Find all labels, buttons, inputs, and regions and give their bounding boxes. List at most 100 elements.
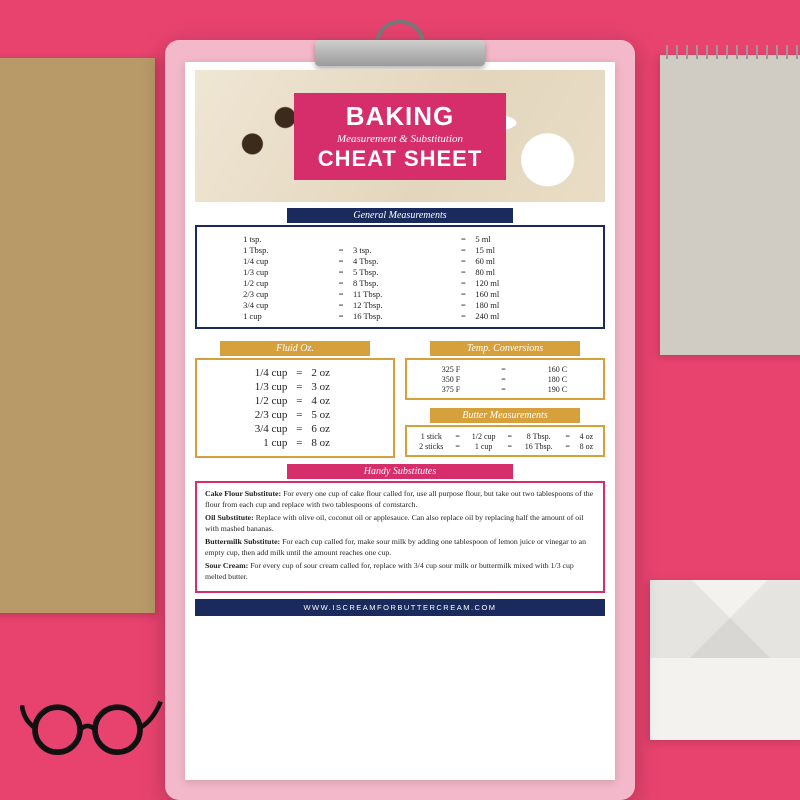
cell [350,233,454,244]
cell: 375 F [413,384,489,394]
cell: 1/2 cup [240,277,332,288]
cell: = [452,441,464,451]
section-label-temp: Temp. Conversions [430,341,580,356]
cell: = [489,364,518,374]
cell: = [291,408,307,422]
general-table: 1 tsp.=5 ml1 Tbsp.=3 tsp.=15 ml1/4 cup=4… [240,233,560,321]
clipboard: BAKING Measurement & Substitution CHEAT … [165,40,635,800]
cell: 1 cup [464,441,504,451]
clipboard-clip [315,22,485,68]
cell: 60 ml [472,255,560,266]
cell: 160 C [518,364,597,374]
substitute-item: Oil Substitute: Replace with olive oil, … [205,513,595,534]
fluid-table: 1/4 cup=2 oz1/3 cup=3 oz1/2 cup=4 oz2/3 … [205,366,385,450]
cell: 5 ml [472,233,560,244]
cell: 1/4 cup [240,255,332,266]
cell: = [291,394,307,408]
cell: 3/4 cup [205,422,291,436]
kraft-notebook [0,58,155,613]
cell: = [291,366,307,380]
cell: = [291,436,307,450]
cell: 190 C [518,384,597,394]
cell: = [489,384,518,394]
cell: 180 ml [472,299,560,310]
cell: = [562,441,574,451]
spiral-notebook [660,55,800,355]
cell: 2/3 cup [205,408,291,422]
cell: = [332,299,350,310]
cell: = [454,266,472,277]
cell: = [562,431,574,441]
cell: 4 oz [307,394,385,408]
cell: = [454,299,472,310]
subs-box: Cake Flour Substitute: For every one cup… [195,481,605,593]
section-label-butter: Butter Measurements [430,408,580,423]
cheat-sheet: BAKING Measurement & Substitution CHEAT … [185,62,615,780]
fluid-box: 1/4 cup=2 oz1/3 cup=3 oz1/2 cup=4 oz2/3 … [195,358,395,458]
cell: 1/2 cup [205,394,291,408]
cell: 5 Tbsp. [350,266,454,277]
cell: = [291,422,307,436]
cell: 12 Tbsp. [350,299,454,310]
cell: = [454,255,472,266]
cell: = [332,277,350,288]
cell: = [454,288,472,299]
cell: 240 ml [472,310,560,321]
cell: = [332,255,350,266]
cell: 3 oz [307,380,385,394]
cell: 4 Tbsp. [350,255,454,266]
cell: 5 oz [307,408,385,422]
cell: = [454,233,472,244]
cell: 1/4 cup [205,366,291,380]
title-box: BAKING Measurement & Substitution CHEAT … [294,93,507,180]
cell: 1/3 cup [240,266,332,277]
cell: 1 Tbsp. [240,244,332,255]
cell: 120 ml [472,277,560,288]
title-sub: Measurement & Substitution [318,133,483,145]
footer-url: WWW.ISCREAMFORBUTTERCREAM.COM [195,599,605,616]
general-box: 1 tsp.=5 ml1 Tbsp.=3 tsp.=15 ml1/4 cup=4… [195,225,605,329]
envelope [650,580,800,740]
cell: 4 oz [574,431,599,441]
cell: = [504,431,516,441]
cell: 2/3 cup [240,288,332,299]
cell: 2 oz [307,366,385,380]
cell: = [504,441,516,451]
cell: = [332,266,350,277]
cell: = [332,310,350,321]
cell: 16 Tbsp. [516,441,562,451]
cell: 1 tsp. [240,233,332,244]
cell: 8 Tbsp. [516,431,562,441]
cell: = [452,431,464,441]
cell: 180 C [518,374,597,384]
butter-table: 1 stick=1/2 cup=8 Tbsp.=4 oz2 sticks=1 c… [411,431,599,451]
cell: 1 cup [205,436,291,450]
cell: 1/2 cup [464,431,504,441]
cell: 160 ml [472,288,560,299]
fluid-column: Fluid Oz. 1/4 cup=2 oz1/3 cup=3 oz1/2 cu… [195,335,395,458]
cell: 1 cup [240,310,332,321]
cell: = [454,310,472,321]
cell: = [332,288,350,299]
cell: 15 ml [472,244,560,255]
cell: 2 sticks [411,441,452,451]
section-label-fluid: Fluid Oz. [220,341,370,356]
cell: 1 stick [411,431,452,441]
cell: 350 F [413,374,489,384]
title-line1: BAKING [318,101,483,132]
cell: 80 ml [472,266,560,277]
cell: = [454,277,472,288]
cell: 8 Tbsp. [350,277,454,288]
glasses-icon [20,690,170,760]
butter-box: 1 stick=1/2 cup=8 Tbsp.=4 oz2 sticks=1 c… [405,425,605,457]
substitute-item: Sour Cream: For every cup of sour cream … [205,561,595,582]
cell: = [332,244,350,255]
cell: = [489,374,518,384]
cell: 1/3 cup [205,380,291,394]
cell: 6 oz [307,422,385,436]
cell: = [291,380,307,394]
right-column: Temp. Conversions 325 F=160 C350 F=180 C… [405,335,605,458]
cell [332,233,350,244]
substitute-item: Buttermilk Substitute: For each cup call… [205,537,595,558]
cell: 11 Tbsp. [350,288,454,299]
